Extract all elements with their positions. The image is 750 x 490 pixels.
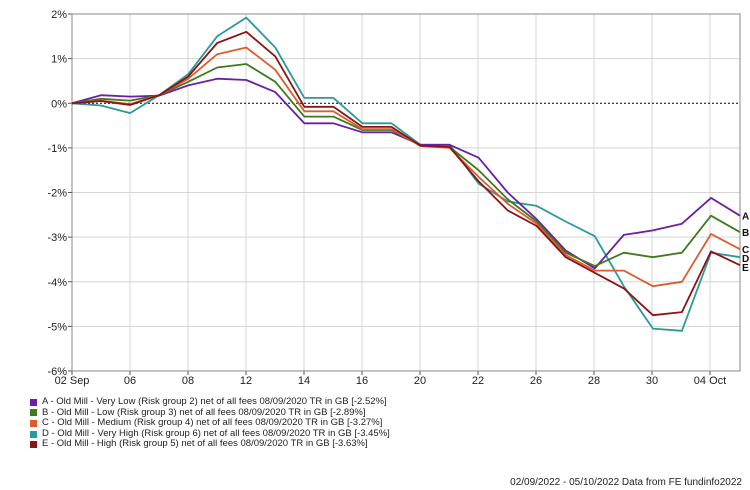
y-tick-label: -1% — [47, 143, 67, 155]
series-line-d — [71, 16, 741, 332]
y-tick-label: 1% — [51, 54, 67, 66]
plot-border — [71, 13, 741, 372]
series-line-e — [71, 30, 741, 317]
x-tick-label: 22 — [472, 375, 484, 387]
legend-label: D - Old Mill - Very High (Risk group 6) … — [42, 427, 390, 439]
series-line-a — [71, 77, 741, 270]
x-tick-label: 26 — [530, 375, 542, 387]
legend-label: E - Old Mill - High (Risk group 5) net o… — [42, 438, 368, 450]
series-line-c — [71, 46, 741, 288]
legend-label: A - Old Mill - Very Low (Risk group 2) n… — [42, 396, 387, 407]
y-tick-label: -6% — [47, 366, 67, 378]
y-tick-label: 2% — [51, 9, 67, 21]
legend-swatch — [30, 409, 37, 417]
legend: A - Old Mill - Very Low (Risk group 2) n… — [30, 396, 390, 450]
line-chart: 2% 1% 0% -1% -2% -3% -4% -5% -6%02 Sep 06 08 12 14 16… — [47, 9, 749, 387]
legend-item: D - Old Mill - Very High (Risk group 6) … — [30, 427, 390, 440]
series-end-label-e: E — [742, 263, 749, 274]
legend-swatch — [30, 430, 37, 438]
series-end-label-c: C — [742, 245, 749, 256]
y-tick-label: -4% — [47, 277, 67, 289]
legend-item: C - Old Mill - Medium (Risk group 4) net… — [30, 418, 390, 429]
axes — [68, 13, 741, 375]
series-end-label-b: B — [742, 228, 749, 239]
x-tick-label: 16 — [356, 375, 368, 387]
series-lines — [71, 16, 741, 332]
y-tick-label: -3% — [47, 232, 67, 244]
grid — [71, 13, 740, 372]
series-end-label-d: D — [742, 254, 749, 265]
x-tick-label: 12 — [240, 375, 252, 387]
legend-label: C - Old Mill - Medium (Risk group 4) net… — [42, 417, 383, 429]
series-end-label-a: A — [742, 212, 749, 223]
x-tick-label: 30 — [646, 375, 658, 387]
y-tick-label: 0% — [51, 98, 67, 110]
legend-item: E - Old Mill - High (Risk group 5) net o… — [30, 439, 390, 450]
y-tick-label: -5% — [47, 321, 67, 333]
x-tick-label: 06 — [124, 375, 136, 387]
x-tick-label: 02 Sep — [55, 375, 90, 387]
series-line-b — [71, 63, 741, 268]
legend-item: B - Old Mill - Low (Risk group 3) net of… — [30, 406, 390, 419]
y-tick-label: -2% — [47, 188, 67, 200]
x-tick-label: 28 — [588, 375, 600, 387]
legend-label: B - Old Mill - Low (Risk group 3) net of… — [42, 406, 366, 418]
date-range-source: 02/09/2022 - 05/10/2022 Data from FE fun… — [510, 477, 742, 488]
x-tick-label: 08 — [182, 375, 194, 387]
legend-swatch — [30, 419, 37, 427]
legend-swatch — [30, 398, 37, 406]
legend-item: A - Old Mill - Very Low (Risk group 2) n… — [30, 396, 390, 408]
x-tick-label: 20 — [414, 375, 426, 387]
tick-labels: 2% 1% 0% -1% -2% -3% -4% -5% -6%02 Sep 06 08 12 14 16… — [47, 9, 726, 387]
x-tick-label: 04 Oct — [694, 375, 726, 387]
legend-swatch — [30, 441, 37, 449]
x-tick-label: 14 — [298, 375, 310, 387]
